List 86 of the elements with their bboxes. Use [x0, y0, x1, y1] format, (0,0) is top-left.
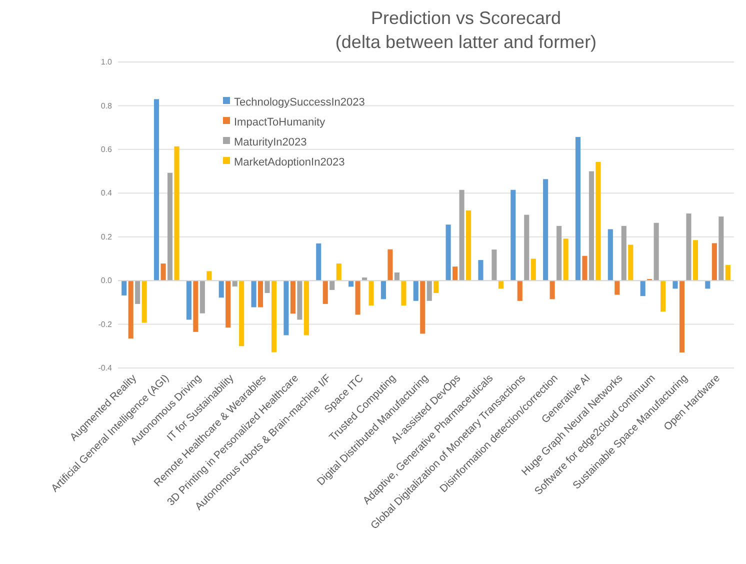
chart-subtitle: (delta between latter and former): [335, 32, 597, 52]
bar: [446, 224, 451, 281]
bar: [218, 280, 224, 298]
y-tick-label: -0.4: [98, 364, 113, 373]
bar: [556, 226, 562, 281]
bar: [160, 264, 166, 281]
bar: [692, 240, 698, 281]
bar: [492, 250, 497, 281]
bar: [563, 238, 568, 281]
bar: [401, 280, 406, 306]
bar: [122, 280, 127, 296]
y-tick-label: 1.0: [100, 58, 113, 67]
bar: [413, 280, 418, 301]
bar: [388, 249, 393, 281]
bar: [426, 280, 432, 301]
bar: [128, 280, 134, 338]
bar: [200, 280, 205, 314]
bar: [284, 280, 289, 336]
bar: [660, 280, 666, 312]
bar: [510, 190, 516, 281]
bar: [142, 280, 147, 323]
bar: [264, 280, 270, 294]
bar: [517, 280, 522, 301]
bar: [640, 280, 646, 296]
bar: [330, 280, 335, 290]
bar: [628, 244, 634, 281]
bar: [251, 280, 256, 308]
bar: [232, 280, 238, 286]
legend-label: MarketAdoptionIn2023: [234, 156, 345, 169]
bar: [596, 162, 601, 281]
bar: [588, 171, 594, 281]
bar: [712, 243, 717, 281]
bar: [290, 280, 296, 314]
bar: [154, 99, 160, 281]
bar: [193, 280, 198, 332]
bar: [355, 280, 360, 315]
bar: [297, 280, 302, 320]
bar: [174, 146, 180, 281]
bar: [459, 190, 464, 281]
bar: [135, 280, 140, 304]
bar: [239, 280, 244, 346]
bar: [608, 229, 613, 281]
bar: [167, 172, 173, 281]
bar: [258, 280, 264, 308]
bar: [614, 280, 620, 295]
bar: [434, 280, 439, 294]
bar: [621, 226, 626, 281]
bar: [336, 264, 342, 281]
bar: [322, 280, 328, 304]
chart-title: Prediction vs Scorecard: [370, 8, 562, 28]
bar: [394, 272, 400, 281]
legend-label: MaturityIn2023: [234, 136, 307, 149]
bar: [679, 280, 685, 352]
y-tick-label: 0.0: [100, 276, 113, 286]
bar: [705, 280, 710, 289]
bar: [304, 280, 309, 336]
bar: [725, 265, 730, 281]
bar: [466, 210, 472, 281]
bar: [316, 243, 322, 281]
bar: [543, 179, 548, 281]
bar: [686, 213, 692, 281]
bar: [420, 280, 426, 334]
legend-label: TechnologySuccessIn2023: [234, 96, 365, 109]
y-tick-label: 0.4: [100, 188, 113, 198]
bar: [718, 216, 724, 281]
bar: [582, 256, 588, 281]
bar: [575, 136, 581, 281]
y-tick-label: -0.2: [98, 320, 113, 329]
y-tick-label: 0.6: [100, 144, 113, 154]
bar: [368, 280, 374, 306]
bar: [271, 280, 277, 352]
legend-label: ImpactToHumanity: [234, 116, 326, 129]
bar: [672, 280, 678, 289]
bar: [186, 280, 192, 320]
y-tick-label: 0.8: [100, 101, 113, 110]
bar: [206, 271, 212, 281]
bar: [550, 280, 555, 300]
bar: [452, 266, 458, 281]
bar: [498, 280, 504, 289]
bar: [524, 214, 530, 281]
bar: [226, 280, 231, 328]
bar: [380, 280, 386, 300]
y-tick-label: 0.2: [100, 232, 113, 242]
bar: [530, 258, 536, 281]
bar: [654, 222, 659, 281]
bar: [478, 260, 484, 281]
